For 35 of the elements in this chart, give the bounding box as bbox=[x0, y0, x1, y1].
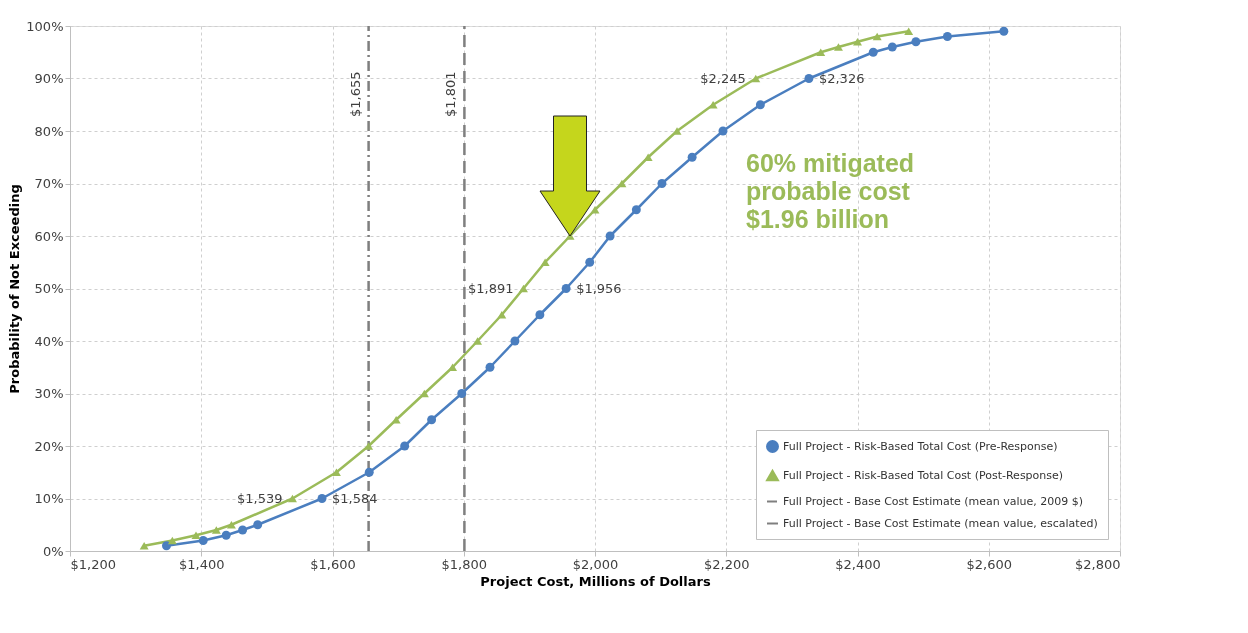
legend-label: Full Project - Base Cost Estimate (mean value, escalated) bbox=[783, 516, 1098, 530]
annotation: $1,956 bbox=[576, 280, 622, 296]
x-tick-label: $1,200 bbox=[70, 556, 116, 572]
y-tick-label: 90% bbox=[34, 71, 64, 86]
x-tick-label: $2,800 bbox=[1075, 556, 1121, 572]
x-tick-label: $1,400 bbox=[179, 556, 225, 572]
y-tick-label: 30% bbox=[34, 386, 64, 401]
x-tick-label: $2,000 bbox=[572, 556, 619, 572]
legend-label: Full Project - Risk-Based Total Cost (Post-Response) bbox=[783, 468, 1064, 482]
x-tick-label: $2,200 bbox=[704, 556, 750, 572]
y-tick-label: 80% bbox=[34, 123, 64, 139]
legend-label: Full Project - Base Cost Estimate (mean value, 2009 $) bbox=[783, 494, 1084, 508]
legend-label: Full Project - Risk-Based Total Cost (Pre-Response) bbox=[783, 439, 1058, 453]
y-tick-label: 70% bbox=[34, 176, 64, 191]
annotation: $1,655 bbox=[347, 71, 363, 117]
y-tick-label: 50% bbox=[34, 281, 64, 296]
annotation: $2,245 bbox=[700, 70, 746, 86]
annotation: $1,891 bbox=[467, 280, 514, 296]
y-tick-label: 100% bbox=[26, 18, 64, 34]
annotation: 60% mitigated probable cost $1.96 billion bbox=[746, 149, 915, 233]
x-axis-title: Project Cost, Millions of Dollars bbox=[480, 573, 711, 589]
x-tick-label: $1,800 bbox=[441, 556, 487, 572]
x-tick-label: $1,600 bbox=[310, 556, 356, 572]
y-axis-title: Probability of Not Exceeding bbox=[7, 184, 23, 394]
y-tick-label: 40% bbox=[34, 333, 64, 349]
y-tick-label: 0% bbox=[42, 543, 64, 559]
y-tick-label: 60% bbox=[34, 228, 64, 244]
annotation: $1,584 bbox=[332, 490, 378, 506]
x-tick-label: $2,600 bbox=[966, 556, 1012, 572]
y-tick-label: 10% bbox=[34, 491, 64, 506]
annotation: $1,539 bbox=[236, 490, 283, 506]
annotation: $2,326 bbox=[818, 70, 865, 86]
x-tick-label: $2,400 bbox=[835, 556, 881, 572]
annotation: $1,801 bbox=[443, 71, 459, 117]
y-tick-label: 20% bbox=[34, 438, 64, 454]
